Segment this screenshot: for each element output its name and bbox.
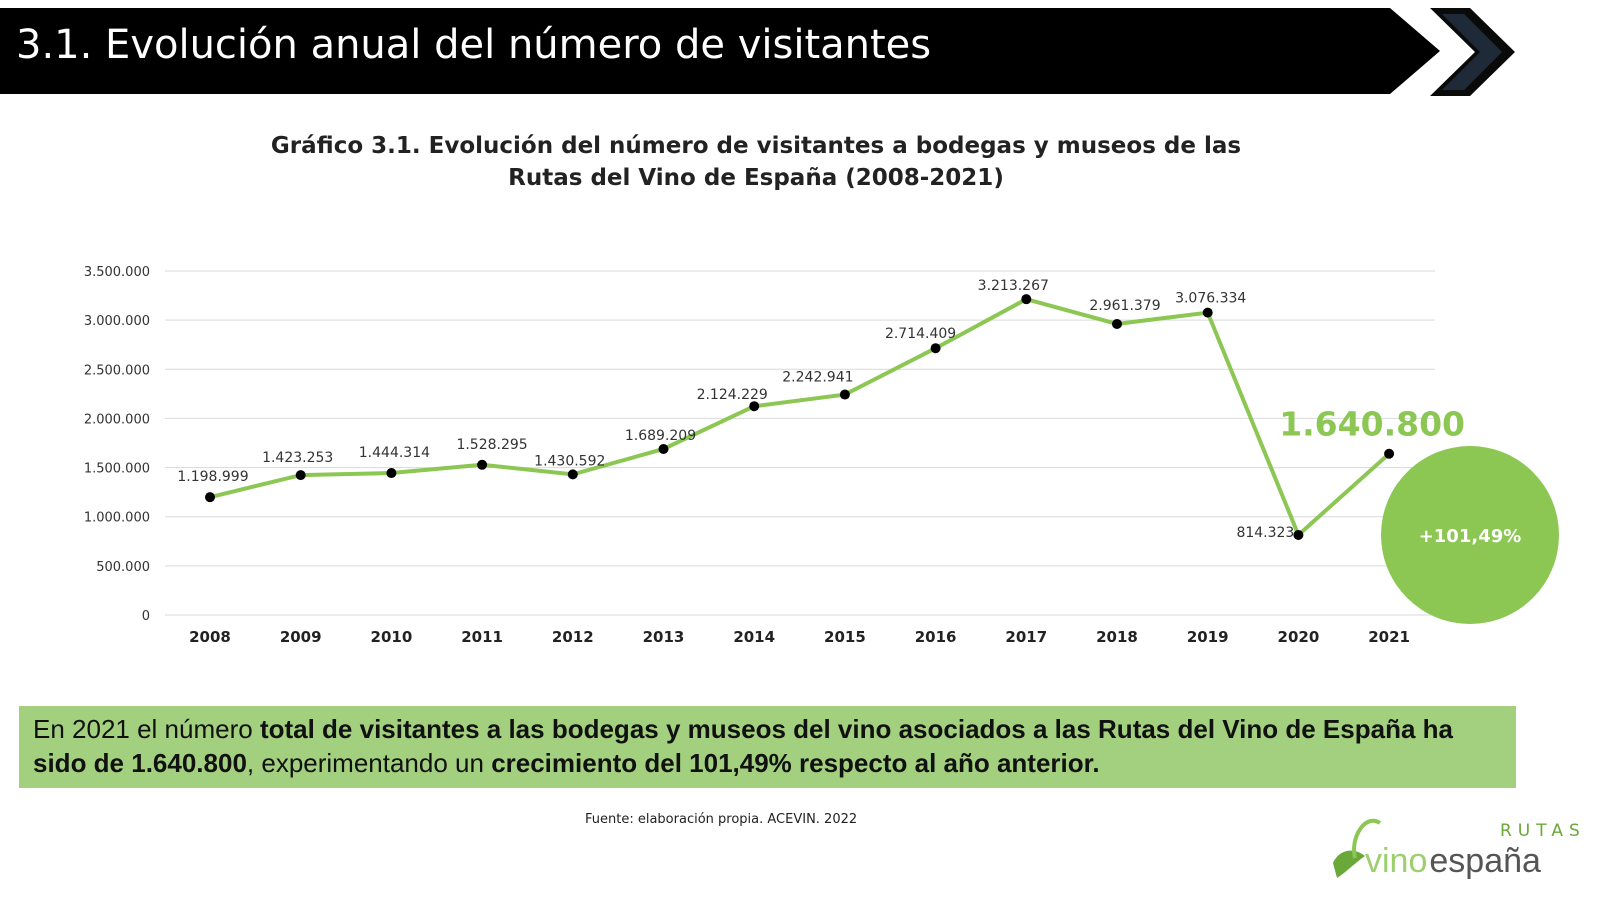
data-point: [749, 401, 760, 412]
y-tick-label: 2.500.000: [84, 363, 150, 378]
summary-bold: total de visitantes a las bodegas y muse…: [33, 714, 1453, 778]
data-point: [1202, 307, 1213, 318]
logo-espana: españa: [1429, 842, 1541, 880]
logo-rutas: RUTAS: [1500, 821, 1586, 841]
y-tick-label: 0: [142, 609, 150, 624]
data-label: 2.124.229: [697, 387, 768, 403]
data-label: 3.213.267: [978, 278, 1049, 294]
x-tick-label: 2009: [280, 628, 322, 646]
data-point: [1112, 318, 1122, 329]
summary-bold: crecimiento del 101,49% respecto al año …: [491, 748, 1100, 778]
x-tick-label: 2013: [643, 628, 685, 646]
x-tick-label: 2014: [733, 628, 775, 646]
data-point: [1384, 448, 1395, 459]
data-point: [205, 492, 215, 503]
chart-title: Gráfico 3.1. Evolución del número de vis…: [0, 130, 1512, 194]
data-point: [658, 443, 669, 454]
x-tick-label: 2016: [915, 628, 957, 646]
x-tick-label: 2011: [461, 628, 503, 646]
data-label: 1.528.295: [456, 437, 527, 453]
data-label: 2.242.941: [782, 370, 853, 386]
data-label: 814.323: [1236, 525, 1294, 541]
summary-text: , experimentando un: [246, 748, 492, 778]
chart-title-line1: Gráfico 3.1. Evolución del número de vis…: [270, 133, 1242, 159]
data-label: 2.961.379: [1089, 298, 1160, 314]
line-chart: 0 500.000 1.000.000 1.500.000 2.000.000 2.500…: [84, 265, 1559, 646]
data-label: 1.423.253: [262, 450, 333, 466]
x-tick-label: 2008: [189, 628, 231, 646]
bottom-section: En 2021 el número total de visitantes a …: [19, 706, 1516, 827]
data-label: 2.714.409: [885, 326, 956, 342]
logo-wordmark: vinoespaña: [1365, 842, 1541, 880]
y-tick-label: 1.000.000: [84, 511, 150, 526]
data-point: [386, 468, 397, 479]
x-tick-label: 2021: [1368, 628, 1410, 646]
data-label-highlight: 1.640.800: [1279, 405, 1465, 444]
series-line: [209, 297, 1391, 539]
chevron-icon: [1430, 8, 1515, 96]
logo-vino: vino: [1365, 842, 1427, 880]
data-point: [295, 470, 306, 481]
x-tick-label: 2020: [1278, 628, 1320, 646]
y-tick-label: 2.000.000: [84, 412, 150, 427]
data-point: [1021, 294, 1032, 305]
data-label: 3.076.334: [1175, 291, 1246, 307]
page-title: 3.1. Evolución anual del número de visit…: [16, 22, 932, 68]
x-tick-label: 2018: [1096, 628, 1138, 646]
y-tick-label: 3.000.000: [84, 314, 150, 329]
x-tick-label: 2010: [371, 628, 413, 646]
rutas-vino-espana-logo: RUTAS vinoespaña: [1333, 818, 1586, 880]
data-label: 1.430.592: [534, 453, 605, 469]
growth-badge: [1381, 446, 1559, 624]
y-tick-label: 500.000: [96, 560, 150, 575]
x-tick-label: 2012: [552, 628, 594, 646]
data-label: 1.444.314: [359, 445, 430, 461]
data-point: [1293, 529, 1304, 540]
data-point: [477, 459, 488, 470]
summary-box: En 2021 el número total de visitantes a …: [19, 706, 1516, 788]
data-point: [567, 469, 578, 480]
data-label: 1.689.209: [625, 428, 696, 444]
x-tick-label: 2019: [1187, 628, 1229, 646]
data-label: 1.198.999: [177, 469, 248, 485]
growth-badge-label: +101,49%: [1419, 526, 1522, 547]
data-point: [839, 389, 850, 400]
section-banner: [0, 8, 1440, 94]
source-note: Fuente: elaboración propia. ACEVIN. 2022: [585, 812, 858, 827]
y-tick-label: 1.500.000: [84, 462, 150, 477]
x-tick-label: 2015: [824, 628, 866, 646]
x-tick-label: 2017: [1005, 628, 1047, 646]
y-tick-label: 3.500.000: [84, 265, 150, 280]
data-point: [930, 343, 941, 354]
summary-text: En 2021 el número: [33, 714, 260, 744]
chart-title-line2: Rutas del Vino de España (2008-2021): [508, 165, 1004, 191]
